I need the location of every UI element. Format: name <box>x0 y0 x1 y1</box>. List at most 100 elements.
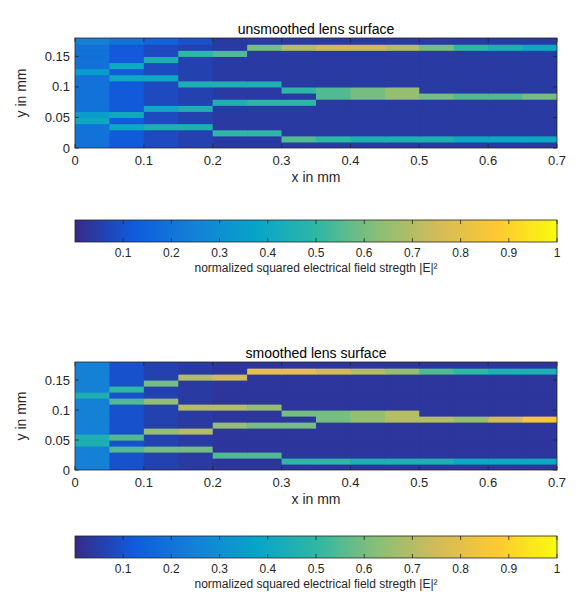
heatmap-cell <box>488 410 523 417</box>
heatmap-cell <box>75 81 110 88</box>
heatmap-cell <box>419 99 454 106</box>
heatmap-cell <box>523 75 557 82</box>
heatmap-cell <box>282 81 317 88</box>
heatmap-cell <box>75 69 110 76</box>
colorbar-tick <box>219 238 220 242</box>
heatmap-cell <box>213 410 248 417</box>
heatmap-cell <box>316 458 351 465</box>
heatmap-cell <box>282 446 317 453</box>
x-tick <box>212 38 213 42</box>
heatmap-cell <box>178 434 213 441</box>
x-tick <box>488 362 489 366</box>
x-tick-label: 0.4 <box>341 475 359 490</box>
heatmap-cell <box>385 392 420 399</box>
heatmap-cell <box>454 416 489 423</box>
heatmap-cell <box>385 434 420 441</box>
heatmap-cell <box>213 136 248 143</box>
heatmap-cell <box>350 422 385 429</box>
heatmap-cell <box>144 62 179 69</box>
heatmap-cell <box>144 93 179 100</box>
heatmap-cell <box>75 105 110 112</box>
heatmap-cell <box>385 56 420 63</box>
heatmap-cell <box>109 105 144 112</box>
heatmap-cell <box>419 81 454 88</box>
heatmap-cell <box>109 75 144 82</box>
heatmap-cell <box>419 452 454 459</box>
heatmap-cell <box>385 398 420 405</box>
heatmap-cell <box>488 434 523 441</box>
heatmap-cell <box>523 386 557 393</box>
heatmap-cell <box>75 62 110 69</box>
heatmap-cell <box>109 440 144 447</box>
y-tick <box>553 56 557 57</box>
heatmap-cell <box>213 99 248 106</box>
heatmap-cell <box>454 434 489 441</box>
colorbar-tick-label: 0.3 <box>211 246 228 260</box>
heatmap-cell <box>144 464 179 470</box>
heatmap-cell <box>109 136 144 143</box>
heatmap-cell <box>523 69 557 76</box>
heatmap-cell <box>488 374 523 381</box>
y-tick <box>553 86 557 87</box>
y-tick-label: 0.1 <box>52 79 70 94</box>
heatmap-cell <box>488 87 523 94</box>
heatmap-cell <box>247 75 282 82</box>
x-tick <box>75 144 76 148</box>
heatmap-cell <box>488 422 523 429</box>
heatmap-cell <box>523 130 557 137</box>
heatmap-cell <box>247 416 282 423</box>
colorbar-tick <box>557 536 558 540</box>
heatmap-cell <box>144 142 179 148</box>
heatmap-cell <box>454 130 489 137</box>
heatmap-cell <box>213 452 248 459</box>
heatmap-cell <box>75 446 110 453</box>
heatmap-cell <box>178 38 213 45</box>
heatmap-cell <box>488 368 523 375</box>
colorbar-tick <box>316 238 317 242</box>
heatmap-cell <box>385 410 420 417</box>
heatmap-cell <box>488 44 523 51</box>
heatmap-cell <box>419 136 454 143</box>
heatmap-cell <box>419 62 454 69</box>
x-tick-label: 0.5 <box>410 153 428 168</box>
heatmap-cell <box>523 87 557 94</box>
heatmap-cell <box>488 440 523 447</box>
heatmap-cell <box>316 446 351 453</box>
x-tick-label: 0.3 <box>273 475 291 490</box>
colorbar-tick-label: 0.1 <box>115 562 132 576</box>
heatmap-cell <box>454 446 489 453</box>
heatmap-cell <box>385 69 420 76</box>
heatmap-cell <box>316 368 351 375</box>
plot-background <box>75 38 557 148</box>
heatmap-cell <box>385 440 420 447</box>
heatmap-cell <box>109 392 144 399</box>
heatmap-cell <box>109 404 144 411</box>
heatmap-cell <box>75 111 110 118</box>
heatmap-cell <box>109 428 144 435</box>
y-tick <box>553 410 557 411</box>
panel-title: smoothed lens surface <box>246 345 387 361</box>
heatmap-cell <box>75 75 110 82</box>
colorbar-tick-label: 0.7 <box>404 246 421 260</box>
y-tick-label: 0.15 <box>45 49 70 64</box>
colorbar-tick <box>171 554 172 558</box>
heatmap-cell <box>350 458 385 465</box>
heatmap-cell <box>385 446 420 453</box>
heatmap-cell <box>419 404 454 411</box>
heatmap-cell <box>350 380 385 387</box>
heatmap-cell <box>109 464 144 470</box>
heatmap-cell <box>350 87 385 94</box>
heatmap-cell <box>282 38 317 45</box>
colorbar-tick <box>123 238 124 242</box>
heatmap-cell <box>247 111 282 118</box>
heatmap-cell <box>144 446 179 453</box>
heatmap-cell <box>488 142 523 148</box>
heatmap-cell <box>488 93 523 100</box>
heatmap-cell <box>178 404 213 411</box>
heatmap-cell <box>350 464 385 470</box>
heatmap-cell <box>385 62 420 69</box>
heatmap-cell <box>109 117 144 124</box>
heatmap-cell <box>282 398 317 405</box>
x-tick-label: 0.2 <box>204 153 222 168</box>
heatmap-cell <box>144 410 179 417</box>
